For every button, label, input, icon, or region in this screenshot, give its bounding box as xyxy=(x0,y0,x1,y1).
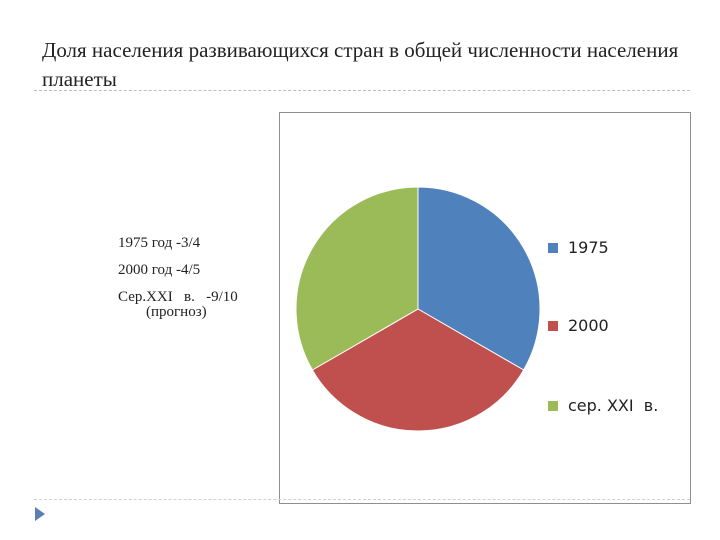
legend-item-1975: 1975 xyxy=(548,238,609,257)
pie-chart xyxy=(295,186,541,432)
footer-divider xyxy=(34,499,690,500)
text-line-forecast: (прогноз) xyxy=(146,304,207,320)
legend-label-1975: 1975 xyxy=(568,238,609,257)
text-block: 1975 год -3/4 2000 год -4/5 Сер.XXI в. -… xyxy=(118,230,298,321)
legend-swatch-xxi xyxy=(548,400,558,411)
text-line-2000: 2000 год -4/5 xyxy=(118,262,201,278)
legend-swatch-2000 xyxy=(548,320,558,331)
slide-bullet-icon xyxy=(35,507,45,521)
pie-slice-2000 xyxy=(311,308,525,432)
slide-title: Доля населения развивающихся стран в общ… xyxy=(42,38,679,91)
legend-item-2000: 2000 xyxy=(548,316,609,335)
chart-area xyxy=(279,112,691,504)
pie-slice-1975 xyxy=(417,186,541,371)
pie-slice-xxi xyxy=(295,186,419,371)
legend-item-xxi: сер. XXI в. xyxy=(548,396,658,415)
title-divider xyxy=(34,90,690,91)
legend-swatch-1975 xyxy=(548,242,558,253)
legend-label-xxi: сер. XXI в. xyxy=(568,396,659,415)
text-line-xxi: Сер.XXI в. -9/10 xyxy=(118,289,238,305)
legend-label-2000: 2000 xyxy=(568,316,609,335)
text-line-1975: 1975 год -3/4 xyxy=(118,235,201,251)
